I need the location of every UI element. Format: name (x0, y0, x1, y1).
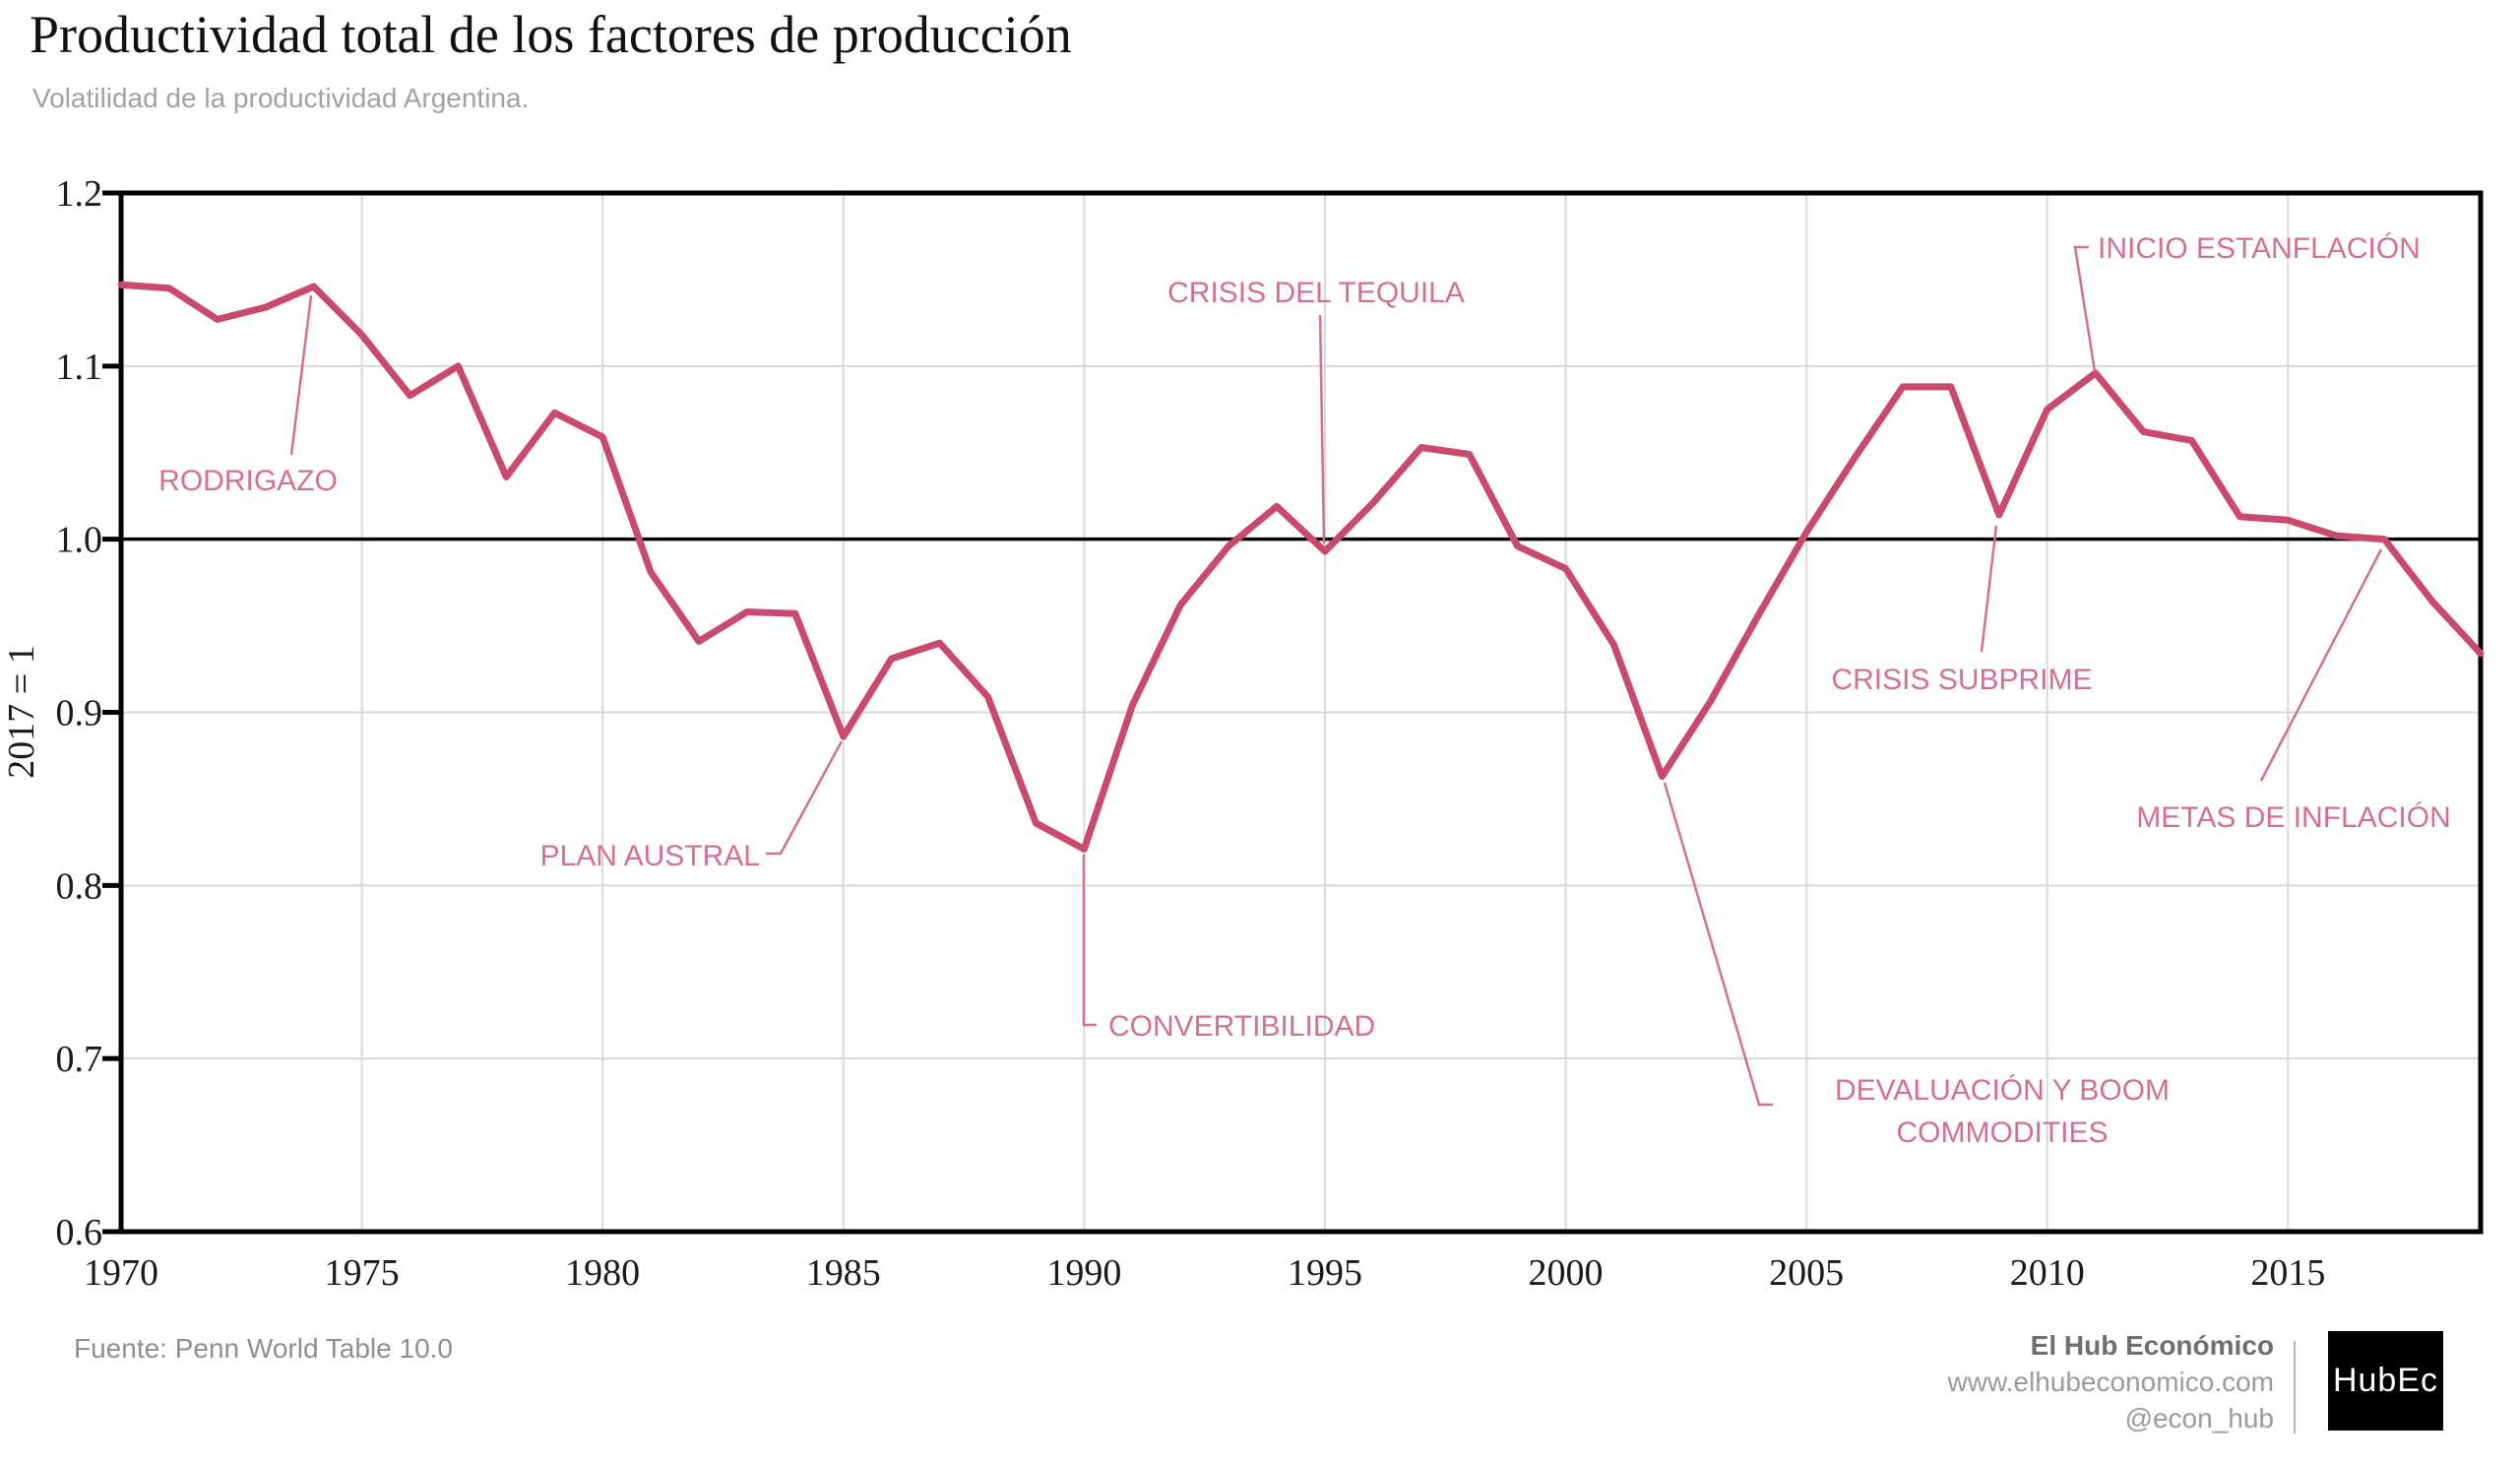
x-axis-label-1975: 1975 (325, 1252, 400, 1294)
x-axis-label-2000: 2000 (1529, 1252, 1604, 1294)
annotation-metas-de-inflacion: METAS DE INFLACIÓN (2136, 801, 2450, 834)
footer-divider (2294, 1341, 2296, 1433)
annotation-connector-metas-de-inflacion (2259, 548, 2383, 782)
y-axis-label-1.2: 1.2 (56, 173, 103, 215)
page-subtitle: Volatilidad de la productividad Argentin… (32, 83, 530, 113)
hubec-logo: HubEc (2328, 1331, 2443, 1431)
annotation-rodrigazo: RODRIGAZO (158, 465, 338, 497)
annotation-crisis-subprime: CRISIS SUBPRIME (1831, 664, 2092, 696)
x-axis-label-1985: 1985 (806, 1252, 881, 1294)
x-axis-label-1990: 1990 (1046, 1252, 1121, 1294)
annotation-connector-devaluacion-y-boom-commodities (1663, 782, 1773, 1107)
annotation-plan-austral: PLAN AUSTRAL (540, 840, 760, 872)
annotation-connector-crisis-subprime (1980, 525, 1998, 653)
y-axis-label-0.6: 0.6 (56, 1212, 103, 1253)
x-axis-label-1980: 1980 (565, 1252, 640, 1294)
x-axis-label-1995: 1995 (1288, 1252, 1362, 1294)
page-title: Productividad total de los factores de p… (30, 5, 1072, 64)
annotation-connector-crisis-del-tequila (1318, 314, 1326, 544)
brand-twitter-handle: @econ_hub (2124, 1403, 2274, 1433)
annotation-crisis-del-tequila: CRISIS DEL TEQUILA (1167, 277, 1465, 309)
y-axis-label-0.9: 0.9 (56, 693, 103, 734)
brand-block: El Hub Económico www.elhubeconomico.com … (1948, 1327, 2275, 1436)
tfp-series-line (117, 281, 2485, 853)
x-axis-label-1970: 1970 (84, 1252, 158, 1294)
x-axis-label-2010: 2010 (2010, 1252, 2085, 1294)
y-axis-title: 2017 = 1 (1, 645, 42, 778)
annotation-connector-convertibilidad (1082, 855, 1097, 1027)
annotation-devaluacion-y-boom-commodities-line2: COMMODITIES (1897, 1116, 2109, 1149)
annotation-devaluacion-y-boom-commodities-line1: DEVALUACIÓN Y BOOM (1835, 1074, 2170, 1107)
annotation-connector-rodrigazo (289, 294, 313, 456)
x-axis-label-2015: 2015 (2250, 1252, 2325, 1294)
y-axis-label-0.8: 0.8 (56, 865, 103, 907)
plot-border (118, 190, 2484, 1235)
y-axis-label-0.7: 0.7 (56, 1039, 103, 1080)
hubec-logo-text: HubEc (2332, 1362, 2439, 1399)
annotation-inicio-estanflacion: INICIO ESTANFLACIÓN (2098, 232, 2421, 265)
annotation-connector-inicio-estanflacion (2073, 245, 2097, 372)
annotation-connector-plan-austral (766, 740, 844, 856)
y-axis-label-1.0: 1.0 (56, 520, 103, 561)
x-axis-label-2005: 2005 (1769, 1252, 1844, 1294)
source-note: Fuente: Penn World Table 10.0 (74, 1333, 453, 1364)
y-axis-label-1.1: 1.1 (56, 347, 103, 388)
brand-name: El Hub Económico (2030, 1330, 2274, 1361)
brand-url: www.elhubeconomico.com (1947, 1367, 2275, 1397)
annotation-convertibilidad: CONVERTIBILIDAD (1108, 1010, 1375, 1043)
